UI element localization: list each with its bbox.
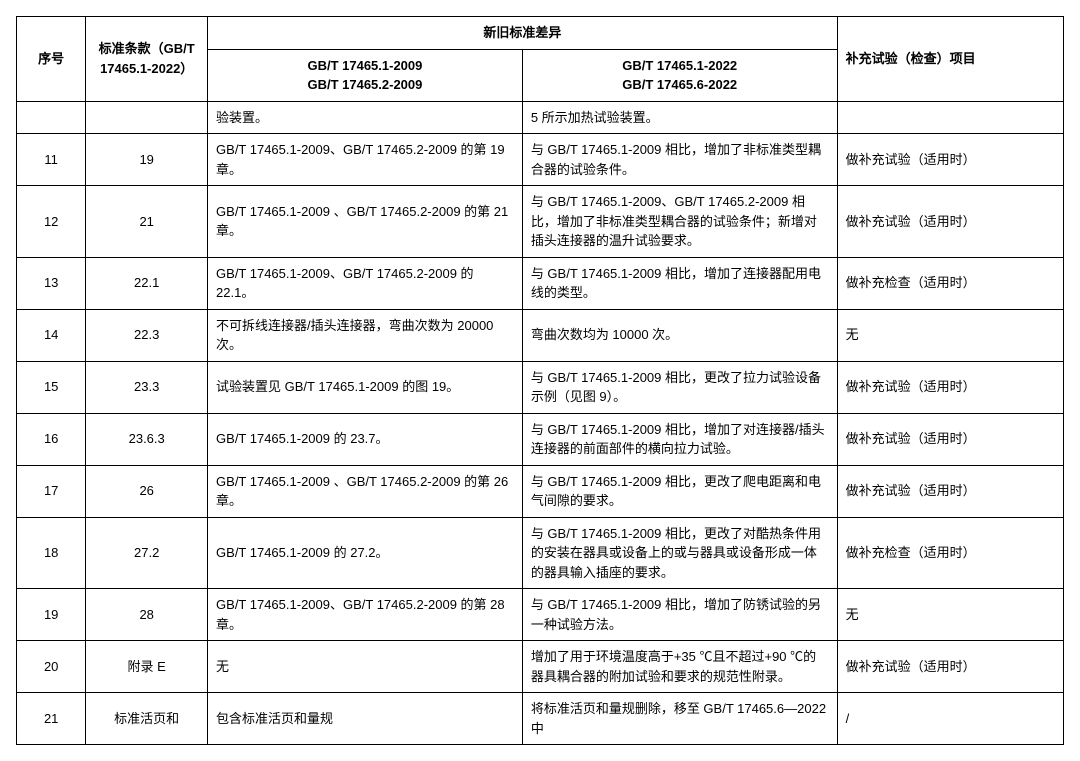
cell-std-clause: 附录 E xyxy=(86,641,208,693)
table-row: 20附录 E无增加了用于环境温度高于+35 ℃且不超过+90 ℃的器具耦合器的附… xyxy=(17,641,1064,693)
header-supplement: 补充试验（检查）项目 xyxy=(837,17,1063,102)
cell-supplement: 做补充试验（适用时） xyxy=(837,413,1063,465)
cell-std-clause: 23.6.3 xyxy=(86,413,208,465)
cell-old-std: 无 xyxy=(208,641,523,693)
cell-seq xyxy=(17,101,86,134)
cell-seq: 19 xyxy=(17,589,86,641)
table-row: 1726GB/T 17465.1-2009 、GB/T 17465.2-2009… xyxy=(17,465,1064,517)
cell-std-clause: 标准活页和 xyxy=(86,693,208,745)
table-row: 1322.1GB/T 17465.1-2009、GB/T 17465.2-200… xyxy=(17,257,1064,309)
cell-supplement: 无 xyxy=(837,589,1063,641)
cell-seq: 13 xyxy=(17,257,86,309)
cell-new-std: 与 GB/T 17465.1-2009 相比，增加了对连接器/插头连接器的前面部… xyxy=(522,413,837,465)
header-std-clause: 标准条款（GB/T 17465.1-2022） xyxy=(86,17,208,102)
cell-old-std: GB/T 17465.1-2009、GB/T 17465.2-2009 的 22… xyxy=(208,257,523,309)
cell-old-std: GB/T 17465.1-2009、GB/T 17465.2-2009 的第 1… xyxy=(208,134,523,186)
table-row: 1928GB/T 17465.1-2009、GB/T 17465.2-2009 … xyxy=(17,589,1064,641)
cell-new-std: 与 GB/T 17465.1-2009 相比，增加了连接器配用电线的类型。 xyxy=(522,257,837,309)
cell-seq: 20 xyxy=(17,641,86,693)
cell-old-std: GB/T 17465.1-2009 的 27.2。 xyxy=(208,517,523,589)
cell-old-std: GB/T 17465.1-2009 、GB/T 17465.2-2009 的第 … xyxy=(208,465,523,517)
cell-new-std: 5 所示加热试验装置。 xyxy=(522,101,837,134)
table-row: 1221GB/T 17465.1-2009 、GB/T 17465.2-2009… xyxy=(17,186,1064,258)
table-row: 1623.6.3GB/T 17465.1-2009 的 23.7。与 GB/T … xyxy=(17,413,1064,465)
cell-supplement: 做补充试验（适用时） xyxy=(837,134,1063,186)
cell-new-std: 与 GB/T 17465.1-2009 相比，增加了防锈试验的另一种试验方法。 xyxy=(522,589,837,641)
cell-old-std: GB/T 17465.1-2009 的 23.7。 xyxy=(208,413,523,465)
cell-supplement xyxy=(837,101,1063,134)
cell-supplement: 做补充检查（适用时） xyxy=(837,517,1063,589)
cell-seq: 15 xyxy=(17,361,86,413)
table-row: 验装置。5 所示加热试验装置。 xyxy=(17,101,1064,134)
cell-std-clause: 19 xyxy=(86,134,208,186)
cell-seq: 16 xyxy=(17,413,86,465)
cell-old-std: 不可拆线连接器/插头连接器，弯曲次数为 20000 次。 xyxy=(208,309,523,361)
cell-new-std: 与 GB/T 17465.1-2009 相比，增加了非标准类型耦合器的试验条件。 xyxy=(522,134,837,186)
table-row: 1119GB/T 17465.1-2009、GB/T 17465.2-2009 … xyxy=(17,134,1064,186)
cell-std-clause: 27.2 xyxy=(86,517,208,589)
table-row: 1422.3不可拆线连接器/插头连接器，弯曲次数为 20000 次。弯曲次数均为… xyxy=(17,309,1064,361)
cell-new-std: 将标准活页和量规删除，移至 GB/T 17465.6—2022 中 xyxy=(522,693,837,745)
cell-std-clause: 26 xyxy=(86,465,208,517)
cell-std-clause: 21 xyxy=(86,186,208,258)
cell-supplement: 做补充试验（适用时） xyxy=(837,186,1063,258)
cell-seq: 21 xyxy=(17,693,86,745)
cell-std-clause: 22.3 xyxy=(86,309,208,361)
cell-seq: 14 xyxy=(17,309,86,361)
cell-old-std: GB/T 17465.1-2009 、GB/T 17465.2-2009 的第 … xyxy=(208,186,523,258)
header-diff-group: 新旧标准差异 xyxy=(208,17,838,50)
cell-old-std: GB/T 17465.1-2009、GB/T 17465.2-2009 的第 2… xyxy=(208,589,523,641)
cell-supplement: 做补充试验（适用时） xyxy=(837,361,1063,413)
cell-std-clause xyxy=(86,101,208,134)
cell-supplement: 做补充试验（适用时） xyxy=(837,641,1063,693)
cell-seq: 18 xyxy=(17,517,86,589)
cell-std-clause: 22.1 xyxy=(86,257,208,309)
standards-diff-table: 序号 标准条款（GB/T 17465.1-2022） 新旧标准差异 补充试验（检… xyxy=(16,16,1064,745)
cell-seq: 11 xyxy=(17,134,86,186)
cell-std-clause: 23.3 xyxy=(86,361,208,413)
cell-supplement: 无 xyxy=(837,309,1063,361)
cell-new-std: 与 GB/T 17465.1-2009、GB/T 17465.2-2009 相比… xyxy=(522,186,837,258)
header-seq: 序号 xyxy=(17,17,86,102)
cell-std-clause: 28 xyxy=(86,589,208,641)
table-row: 1523.3试验装置见 GB/T 17465.1-2009 的图 19。与 GB… xyxy=(17,361,1064,413)
header-new-std: GB/T 17465.1-2022 GB/T 17465.6-2022 xyxy=(522,49,837,101)
cell-seq: 17 xyxy=(17,465,86,517)
cell-new-std: 与 GB/T 17465.1-2009 相比，更改了拉力试验设备示例（见图 9）… xyxy=(522,361,837,413)
cell-old-std: 验装置。 xyxy=(208,101,523,134)
header-old-std: GB/T 17465.1-2009 GB/T 17465.2-2009 xyxy=(208,49,523,101)
cell-old-std: 试验装置见 GB/T 17465.1-2009 的图 19。 xyxy=(208,361,523,413)
cell-new-std: 与 GB/T 17465.1-2009 相比，更改了对酷热条件用的安装在器具或设… xyxy=(522,517,837,589)
cell-seq: 12 xyxy=(17,186,86,258)
cell-supplement: / xyxy=(837,693,1063,745)
cell-supplement: 做补充试验（适用时） xyxy=(837,465,1063,517)
cell-supplement: 做补充检查（适用时） xyxy=(837,257,1063,309)
cell-new-std: 增加了用于环境温度高于+35 ℃且不超过+90 ℃的器具耦合器的附加试验和要求的… xyxy=(522,641,837,693)
cell-old-std: 包含标准活页和量规 xyxy=(208,693,523,745)
cell-new-std: 与 GB/T 17465.1-2009 相比，更改了爬电距离和电气间隙的要求。 xyxy=(522,465,837,517)
cell-new-std: 弯曲次数均为 10000 次。 xyxy=(522,309,837,361)
table-row: 1827.2GB/T 17465.1-2009 的 27.2。与 GB/T 17… xyxy=(17,517,1064,589)
table-row: 21标准活页和包含标准活页和量规将标准活页和量规删除，移至 GB/T 17465… xyxy=(17,693,1064,745)
